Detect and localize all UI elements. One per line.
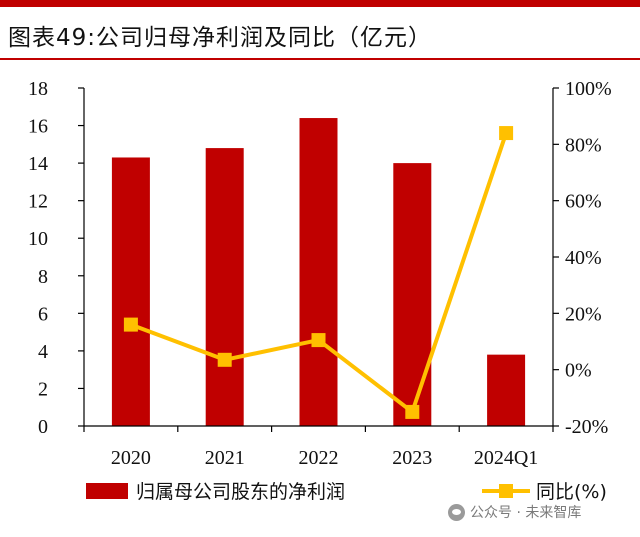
x-tick-label: 2021 — [205, 447, 245, 469]
right-tick-label: 60% — [565, 191, 602, 213]
left-tick-label: 0 — [38, 416, 48, 438]
x-tick-label: 2020 — [111, 447, 151, 469]
legend-bar-swatch — [86, 483, 128, 499]
watermark: 公众号 · 未来智库 — [448, 502, 581, 522]
yoy-point-2022 — [311, 333, 326, 348]
right-tick-label: 100% — [565, 78, 612, 100]
chart-title: 图表49:公司归母净利润及同比（亿元） — [8, 25, 433, 51]
top-accent-rule — [0, 0, 640, 7]
bar-2021 — [205, 148, 244, 427]
legend-line-marker — [499, 484, 513, 498]
yoy-point-2020 — [123, 317, 138, 332]
yoy-point-2024Q1 — [499, 126, 514, 141]
legend-bar-label: 归属母公司股东的净利润 — [136, 481, 345, 503]
left-tick-label: 14 — [28, 153, 48, 175]
x-tick-label: 2024Q1 — [474, 447, 538, 469]
left-tick-label: 2 — [38, 378, 48, 400]
left-tick-label: 4 — [38, 341, 48, 363]
x-tick-label: 2022 — [299, 447, 339, 469]
right-tick-label: 20% — [565, 303, 602, 325]
left-tick-label: 16 — [28, 116, 48, 138]
right-tick-label: 0% — [565, 360, 592, 382]
left-tick-label: 10 — [28, 228, 48, 250]
left-tick-label: 8 — [38, 266, 48, 288]
yoy-point-2021 — [217, 352, 232, 367]
x-tick-label: 2023 — [392, 447, 432, 469]
right-tick-label: 40% — [565, 247, 602, 269]
right-tick-label: 80% — [565, 134, 602, 156]
bar-2022 — [299, 118, 338, 427]
bar-2024Q1 — [487, 354, 526, 426]
legend-line-label: 同比(%) — [536, 481, 607, 503]
yoy-point-2023 — [405, 404, 420, 419]
left-tick-label: 12 — [28, 191, 48, 213]
right-tick-label: -20% — [565, 416, 608, 438]
left-tick-label: 18 — [28, 78, 48, 100]
bar-2020 — [111, 157, 150, 426]
wechat-icon — [448, 503, 465, 521]
title-underline — [0, 58, 640, 60]
watermark-text: 公众号 · 未来智库 — [470, 505, 582, 521]
bar-2023 — [393, 163, 432, 426]
left-tick-label: 6 — [38, 303, 48, 325]
